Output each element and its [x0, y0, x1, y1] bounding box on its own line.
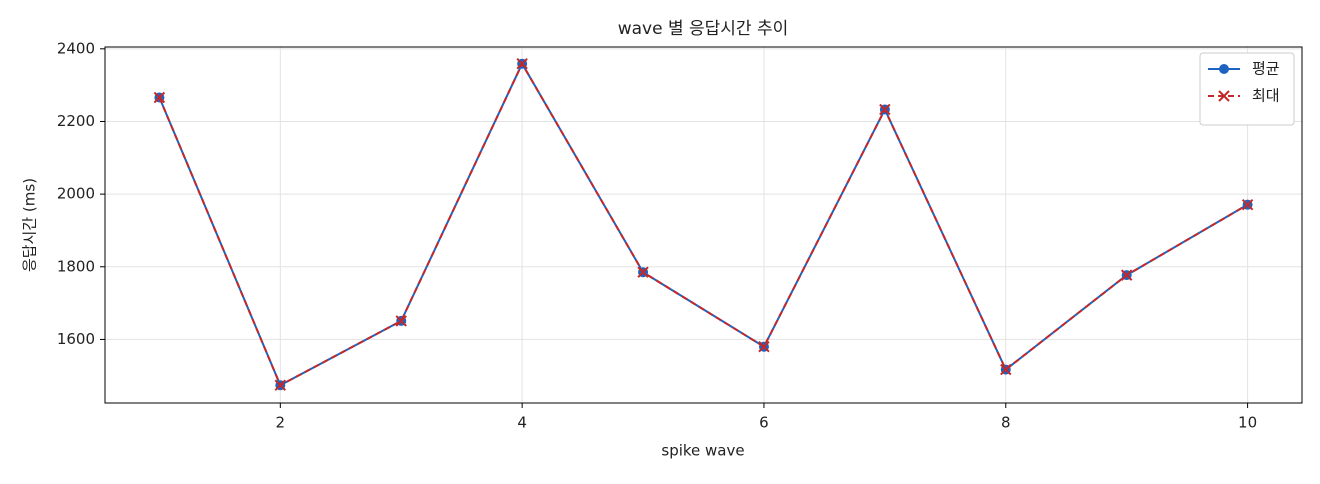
y-tick-label: 2200: [57, 112, 95, 130]
legend-label: 최대: [1252, 87, 1280, 105]
series-line: [158, 61, 1249, 387]
x-axis-label: spike wave: [661, 442, 744, 460]
chart-title: wave 별 응답시간 추이: [618, 19, 789, 39]
series-line: [158, 61, 1249, 387]
marker: [153, 91, 166, 104]
legend-box: [1199, 52, 1295, 126]
legend-marker: [1218, 90, 1230, 102]
y-tick-label: 2400: [57, 39, 95, 57]
x-tick-label: 6: [759, 414, 769, 432]
marker: [274, 379, 287, 391]
marker: [395, 315, 407, 327]
marker: [1120, 269, 1133, 281]
legend-marker: [1219, 64, 1229, 74]
x-tick-label: 4: [517, 414, 527, 432]
marker: [758, 340, 770, 353]
y-axis-label: 응답시간 (ms): [21, 178, 39, 272]
x-tick-label: 2: [276, 414, 286, 432]
x-tick-label: 10: [1238, 414, 1257, 432]
marker: [637, 266, 649, 278]
x-tick-label: 8: [1001, 414, 1011, 432]
y-tick-label: 2000: [57, 185, 95, 203]
plot-frame: [104, 46, 1303, 404]
legend-label: 평균: [1252, 60, 1280, 78]
marker: [879, 103, 891, 116]
marker: [1000, 363, 1012, 376]
marker: [1241, 198, 1254, 211]
y-tick-label: 1800: [57, 257, 95, 275]
y-tick-label: 1600: [57, 330, 95, 348]
marker: [516, 58, 528, 70]
